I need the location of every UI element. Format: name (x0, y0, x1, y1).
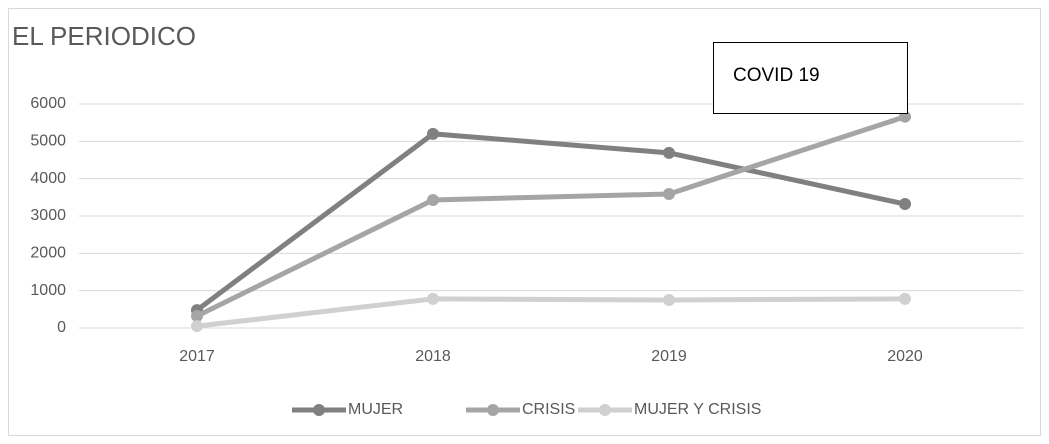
data-point (663, 294, 675, 306)
data-point (663, 146, 675, 159)
data-point (899, 198, 911, 211)
series-line (195, 131, 906, 313)
data-point (191, 310, 203, 323)
y-tick-label: 5000 (30, 133, 66, 150)
x-tick-label: 2019 (651, 348, 687, 365)
y-tick-label: 2000 (30, 245, 66, 262)
data-point (427, 292, 439, 305)
legend-label: CRISIS (522, 401, 575, 418)
legend-label: MUJER (348, 401, 403, 418)
y-tick-label: 4000 (30, 170, 66, 187)
x-tick-label: 2020 (887, 348, 923, 365)
chart-title: EL PERIODICO (12, 21, 196, 51)
annotation: COVID 19 (733, 65, 820, 86)
data-point (427, 193, 439, 206)
data-point (663, 187, 675, 200)
y-tick-label: 1000 (30, 282, 66, 299)
series-line (196, 296, 906, 329)
data-point (427, 127, 439, 140)
legend-label: MUJER Y CRISIS (634, 401, 761, 418)
x-tick-label: 2018 (415, 348, 451, 365)
legend-marker (313, 404, 325, 416)
legend-marker (599, 404, 611, 416)
y-tick-label: 6000 (30, 95, 66, 112)
data-point (899, 292, 911, 305)
y-tick-label: 0 (57, 319, 66, 336)
x-tick-label: 2017 (179, 348, 215, 365)
data-point (191, 320, 203, 333)
legend-marker (487, 404, 499, 416)
annotation-box (713, 42, 908, 114)
series-line (195, 114, 906, 319)
y-tick-label: 3000 (30, 207, 66, 224)
